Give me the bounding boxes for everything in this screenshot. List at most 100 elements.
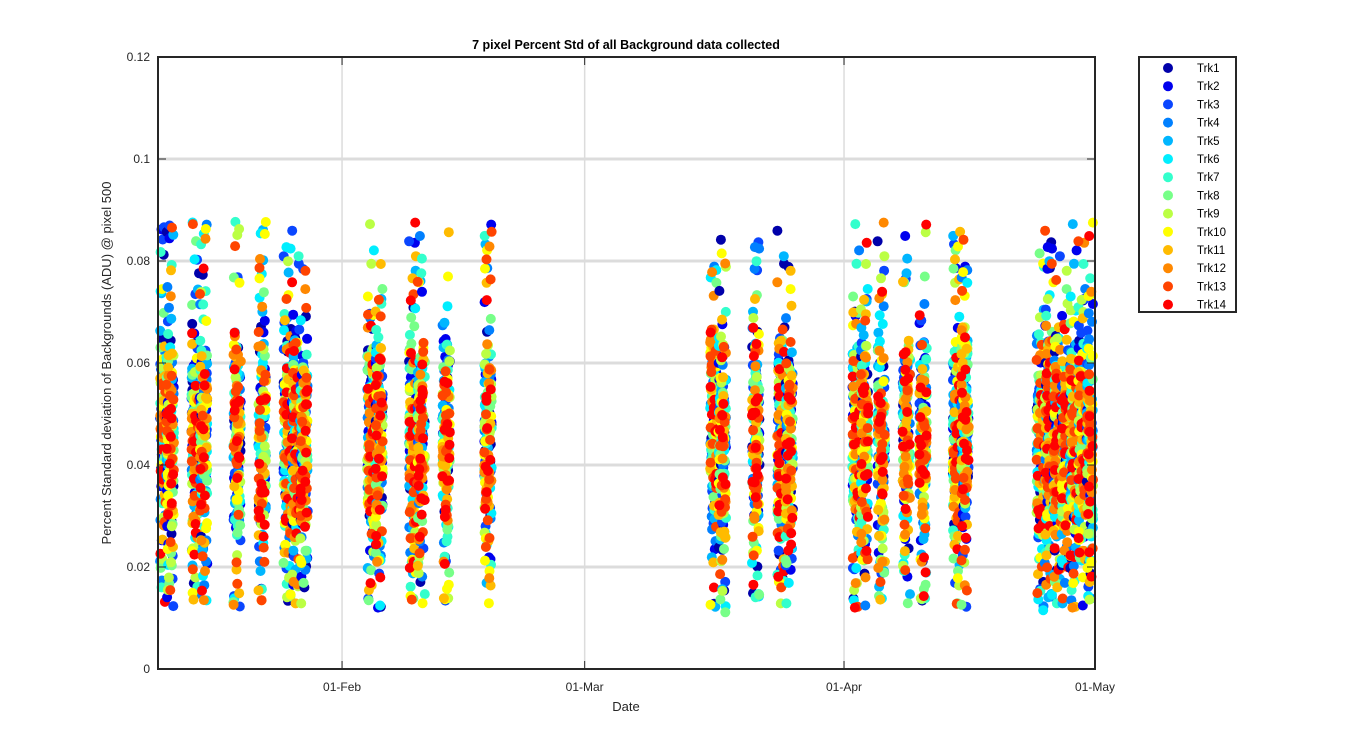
data-point-trk2 bbox=[1057, 310, 1068, 321]
data-point-trk13 bbox=[295, 436, 306, 447]
data-point-trk9 bbox=[166, 521, 177, 532]
data-point-trk9 bbox=[296, 598, 307, 609]
data-point-trk13 bbox=[253, 327, 264, 337]
data-point-trk13 bbox=[957, 285, 968, 296]
data-point-trk14 bbox=[370, 463, 381, 474]
data-point-trk11 bbox=[376, 343, 387, 354]
data-point-trk6 bbox=[877, 319, 888, 329]
data-point-trk12 bbox=[878, 217, 889, 228]
data-point-trk14 bbox=[229, 364, 240, 375]
data-point-trk14 bbox=[416, 493, 427, 504]
data-point-trk14 bbox=[258, 531, 269, 542]
data-point-trk14 bbox=[161, 443, 172, 454]
data-point-trk13 bbox=[958, 472, 969, 483]
data-point-trk10 bbox=[200, 224, 211, 234]
data-point-trk10 bbox=[716, 248, 727, 259]
data-point-trk12 bbox=[196, 535, 207, 546]
data-point-trk7 bbox=[373, 332, 384, 343]
data-point-trk14 bbox=[786, 539, 797, 550]
data-point-trk11 bbox=[785, 265, 796, 276]
data-point-trk11 bbox=[898, 276, 908, 287]
data-point-trk14 bbox=[287, 277, 298, 288]
data-point-trk9 bbox=[876, 273, 886, 284]
data-point-trk10 bbox=[443, 271, 453, 282]
data-point-trk11 bbox=[412, 560, 423, 571]
data-point-trk14 bbox=[300, 521, 310, 532]
data-point-trk13 bbox=[197, 551, 208, 562]
data-point-trk13 bbox=[902, 474, 913, 485]
data-point-trk9 bbox=[1042, 294, 1053, 304]
data-point-trk6 bbox=[375, 600, 386, 611]
data-point-trk14 bbox=[256, 478, 267, 489]
data-point-trk4 bbox=[781, 313, 791, 324]
data-point-trk13 bbox=[855, 369, 866, 380]
data-point-trk5 bbox=[166, 313, 177, 324]
data-point-trk14 bbox=[199, 369, 210, 379]
data-point-trk9 bbox=[234, 224, 245, 234]
data-point-trk8 bbox=[720, 607, 731, 618]
data-point-trk1 bbox=[715, 234, 726, 245]
data-point-trk13 bbox=[785, 337, 796, 347]
data-point-trk5 bbox=[902, 253, 913, 264]
data-point-trk13 bbox=[231, 344, 242, 355]
data-point-trk14 bbox=[485, 384, 496, 395]
data-point-trk13 bbox=[1031, 454, 1042, 465]
data-point-trk7 bbox=[416, 268, 427, 279]
data-point-trk11 bbox=[167, 348, 178, 359]
data-point-trk14 bbox=[480, 503, 491, 514]
data-point-trk14 bbox=[444, 475, 455, 486]
data-point-trk13 bbox=[375, 311, 386, 322]
data-point-trk13 bbox=[718, 341, 729, 352]
data-point-trk13 bbox=[875, 577, 886, 587]
data-point-trk13 bbox=[777, 324, 788, 335]
data-point-trk13 bbox=[405, 533, 416, 544]
data-point-trk4 bbox=[749, 242, 760, 253]
data-point-trk2 bbox=[417, 286, 427, 297]
data-point-trk14 bbox=[862, 436, 873, 447]
data-point-trk13 bbox=[484, 533, 495, 543]
data-point-trk8 bbox=[300, 545, 311, 556]
data-point-trk5 bbox=[778, 251, 789, 262]
data-point-trk14 bbox=[371, 430, 382, 441]
data-point-trk14 bbox=[849, 602, 860, 613]
data-point-trk14 bbox=[1049, 543, 1060, 554]
data-point-trk13 bbox=[1031, 355, 1042, 365]
data-point-trk14 bbox=[751, 339, 762, 349]
data-point-trk13 bbox=[230, 241, 241, 252]
data-point-trk12 bbox=[441, 484, 452, 495]
data-point-trk8 bbox=[258, 287, 269, 298]
data-point-trk6 bbox=[783, 577, 794, 588]
data-point-trk12 bbox=[717, 554, 728, 565]
data-point-trk14 bbox=[485, 454, 496, 465]
data-point-trk4 bbox=[164, 302, 174, 313]
data-point-trk12 bbox=[484, 241, 495, 252]
data-point-trk9 bbox=[365, 219, 375, 230]
data-point-trk13 bbox=[167, 222, 177, 233]
data-point-trk13 bbox=[418, 346, 429, 357]
data-point-trk13 bbox=[1046, 258, 1057, 269]
data-point-trk9 bbox=[190, 572, 201, 583]
data-point-trk13 bbox=[1040, 225, 1051, 236]
data-point-trk14 bbox=[914, 477, 925, 488]
data-point-trk12 bbox=[879, 514, 890, 525]
data-point-trk10 bbox=[232, 494, 243, 505]
data-point-trk9 bbox=[232, 550, 243, 561]
data-point-trk13 bbox=[900, 565, 911, 576]
data-point-trk13 bbox=[1051, 275, 1062, 285]
data-point-trk11 bbox=[196, 351, 207, 362]
data-point-trk11 bbox=[750, 294, 760, 304]
data-point-trk14 bbox=[405, 295, 416, 306]
data-point-trk11 bbox=[917, 364, 928, 375]
data-point-trk14 bbox=[748, 351, 759, 362]
data-point-trk14 bbox=[875, 455, 886, 466]
data-point-trk9 bbox=[366, 258, 377, 269]
data-point-trk4 bbox=[162, 282, 173, 292]
data-point-trk14 bbox=[418, 433, 428, 444]
data-point-trk13 bbox=[373, 294, 384, 305]
data-point-trk14 bbox=[902, 407, 913, 417]
data-point-trk13 bbox=[958, 234, 969, 245]
data-point-trk13 bbox=[898, 490, 909, 501]
data-point-trk9 bbox=[748, 313, 759, 323]
data-point-trk13 bbox=[259, 556, 270, 567]
data-point-trk14 bbox=[370, 380, 381, 391]
